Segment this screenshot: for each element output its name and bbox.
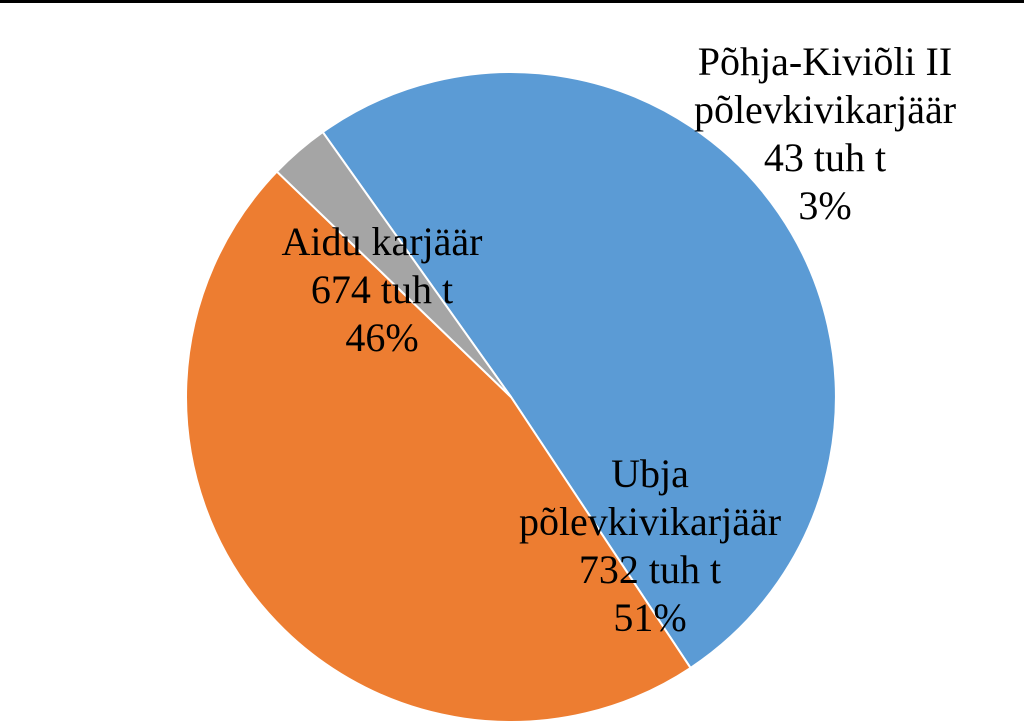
data-label-line: Aidu karjäär <box>281 219 482 264</box>
data-label-line: põlevkivikarjäär <box>694 87 956 132</box>
pie-slice-pohja-kivioli-ii-polevkivikarjaar <box>275 130 512 398</box>
pie-chart-svg: Ubja põlevkivikarjäär 732 tuh t 51%Aidu kar… <box>185 39 956 721</box>
data-label-line: Põhja-Kiviõli II <box>698 39 952 84</box>
pie-slice-aidu-karjaar <box>185 170 692 721</box>
data-label-line: põlevkivikarjäär <box>519 499 781 544</box>
data-label-line: 674 tuh t <box>311 267 453 312</box>
data-labels: Ubja põlevkivikarjäär 732 tuh t 51%Aidu kar… <box>281 39 956 640</box>
data-label-ubja-polevkivikarjaar: Ubja põlevkivikarjäär 732 tuh t 51% <box>519 451 781 640</box>
data-label-line: Ubja <box>611 451 689 496</box>
data-label-pohja-kivioli-ii-polevkivikarjaar: Põhja-Kiviõli II põlevkivikarjäär 43 tuh t… <box>694 39 956 228</box>
data-label-line: 46% <box>345 315 418 360</box>
data-label-line: 51% <box>613 595 686 640</box>
data-label-line: 43 tuh t <box>764 135 886 180</box>
data-label-line: 3% <box>798 183 851 228</box>
pie-slice-ubja-polevkivikarjaar <box>321 71 837 670</box>
pie-slices <box>185 71 837 721</box>
data-label-line: 732 tuh t <box>579 547 721 592</box>
data-label-aidu-karjaar: Aidu karjäär 674 tuh t 46% <box>281 219 482 360</box>
